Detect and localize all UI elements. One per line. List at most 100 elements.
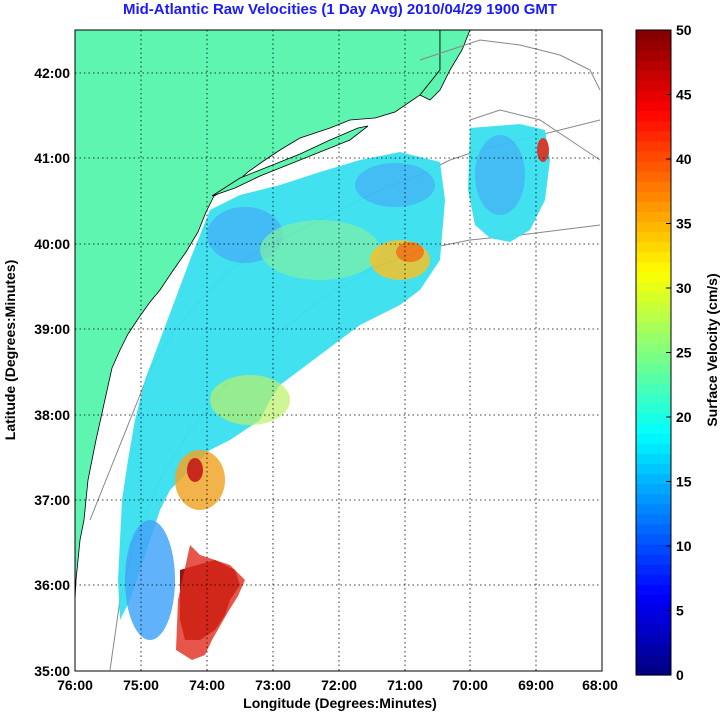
colorbar-band [636, 604, 671, 616]
y-tick-label: 35:00 [34, 663, 70, 679]
velocity-field [118, 124, 550, 660]
y-tick-label: 39:00 [34, 321, 70, 337]
colorbar: 0 5 10 15 20 25 30 35 40 45 50 Surface Velocity (c… [635, 22, 720, 683]
x-tick-label: 73:00 [255, 677, 291, 693]
colorbar-band [636, 503, 671, 515]
colorbar-band [636, 322, 671, 333]
colorbar-band [636, 40, 671, 51]
colorbar-band [636, 241, 671, 253]
colorbar-band [636, 281, 671, 293]
x-tick-label: 75:00 [123, 677, 159, 693]
x-axis-label: Longitude (Degrees:Minutes) [243, 695, 437, 711]
colorbar-tick-label: 40 [676, 151, 692, 167]
mid-patch-2 [210, 375, 290, 425]
colorbar-band [636, 624, 671, 636]
colorbar-band [636, 80, 671, 92]
colorbar-band [636, 271, 671, 283]
colorbar-band [636, 493, 671, 505]
colorbar-band [636, 302, 671, 313]
map-layer [75, 30, 602, 671]
fast-patch-4 [187, 458, 203, 482]
y-axis-label: Latitude (Degrees:Minutes) [2, 260, 18, 440]
chart-title: Mid-Atlantic Raw Velocities (1 Day Avg) … [123, 1, 557, 18]
colorbar-band [636, 453, 671, 464]
colorbar-tick-label: 0 [676, 667, 684, 683]
y-tick-label: 36:00 [34, 577, 70, 593]
ri-slow-patch [475, 135, 525, 215]
colorbar-tick-label: 25 [676, 345, 692, 361]
colorbar-band [636, 554, 671, 565]
colorbar-tick-label: 30 [676, 280, 692, 296]
fast-patch-2 [396, 242, 424, 262]
colorbar-band [636, 412, 671, 424]
colorbar-band [636, 543, 671, 555]
colorbar-band [636, 574, 671, 585]
y-axis: 35:00 36:00 37:00 38:00 39:00 40:00 41:0… [2, 65, 70, 679]
ri-fast-patch [537, 138, 549, 162]
colorbar-band [636, 312, 671, 323]
y-tick-label: 38:00 [34, 407, 70, 423]
colorbar-band [636, 161, 671, 172]
colorbar-tick-label: 10 [676, 538, 692, 554]
colorbar-band [636, 483, 671, 495]
fast-patch-3 [175, 450, 225, 510]
y-tick-label: 41:00 [34, 150, 70, 166]
land-mainland [75, 30, 441, 601]
colorbar-band [636, 332, 671, 344]
colorbar-tick-label: 5 [676, 603, 684, 619]
colorbar-band [636, 644, 671, 656]
x-tick-label: 68:00 [582, 677, 618, 693]
colorbar-band [636, 362, 671, 374]
colorbar-band [636, 292, 671, 303]
colorbar-band [636, 110, 671, 122]
colorbar-band [636, 352, 671, 364]
colorbar-band [636, 181, 671, 192]
colorbar-band [636, 191, 671, 202]
colorbar-band [636, 140, 671, 152]
colorbar-band [636, 342, 671, 354]
y-tick-label: 37:00 [34, 492, 70, 508]
mid-patch-1 [260, 220, 380, 280]
slow-patch-2 [355, 163, 435, 207]
colorbar-band [636, 423, 671, 434]
y-tick-label: 40:00 [34, 236, 70, 252]
colorbar-band [636, 634, 671, 646]
colorbar-band [636, 251, 671, 263]
colorbar-tick-label: 20 [676, 409, 692, 425]
colorbar-band [636, 221, 671, 233]
slow-patch-3 [125, 520, 175, 640]
grid [75, 30, 602, 671]
colorbar-band [636, 231, 671, 243]
colorbar-band [636, 463, 671, 475]
x-tick-label: 70:00 [452, 677, 488, 693]
colorbar-label: Surface Velocity (cm/s) [704, 273, 720, 426]
colorbar-band [636, 392, 671, 404]
colorbar-band [636, 211, 671, 223]
colorbar-band [636, 30, 671, 41]
colorbar-band [636, 70, 671, 81]
x-axis: 76:00 75:00 74:00 73:00 72:00 71:00 70:0… [57, 677, 618, 711]
colorbar-band [636, 584, 671, 595]
x-tick-label: 69:00 [518, 677, 554, 693]
colorbar-band [636, 402, 671, 414]
colorbar-tick-label: 45 [676, 87, 692, 103]
x-tick-label: 71:00 [387, 677, 423, 693]
colorbar-band [636, 523, 671, 535]
colorbar-band [636, 60, 671, 71]
colorbar-tick-label: 15 [676, 474, 692, 490]
colorbar-band [636, 382, 671, 394]
isobath-3 [419, 39, 601, 161]
y-tick-label: 42:00 [34, 65, 70, 81]
colorbar-band [636, 171, 671, 182]
land-long-island [211, 125, 369, 197]
x-tick-label: 76:00 [57, 677, 93, 693]
colorbar-band [636, 50, 671, 61]
max-patch-edge [176, 545, 245, 660]
colorbar-band [636, 433, 671, 444]
colorbar-band [636, 533, 671, 545]
colorbar-tick-label: 50 [676, 22, 692, 38]
colorbar-band [636, 261, 671, 273]
colorbar-band [636, 564, 671, 575]
colorbar-band [636, 150, 671, 162]
